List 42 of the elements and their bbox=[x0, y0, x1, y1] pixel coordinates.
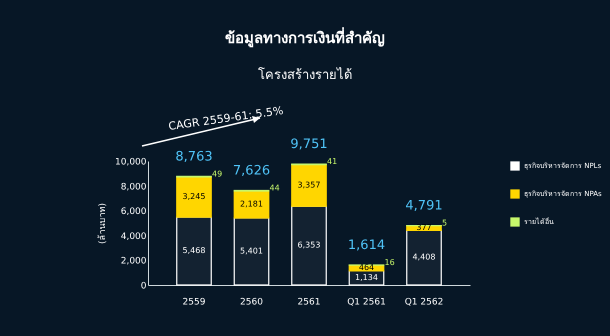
total-label: 9,751 bbox=[290, 137, 328, 152]
y-tick-label: 10,000 bbox=[115, 158, 147, 168]
bar bbox=[406, 230, 442, 286]
data-label: 4,408 bbox=[412, 252, 436, 262]
total-label: 8,763 bbox=[175, 149, 213, 164]
x-tick-label: 2559 bbox=[182, 298, 206, 308]
chart-title: ข้อมูลทางการเงินที่สำคัญ bbox=[224, 26, 386, 50]
data-label: 377 bbox=[416, 223, 432, 232]
y-tick-label: 2,000 bbox=[120, 256, 147, 267]
data-label: 3,357 bbox=[298, 180, 320, 190]
data-label: 49 bbox=[212, 169, 222, 178]
total-label: 4,791 bbox=[405, 198, 443, 214]
data-label: 5 bbox=[442, 218, 448, 228]
data-label: 5,401 bbox=[240, 246, 263, 256]
x-tick-label: Q1 2562 bbox=[404, 298, 444, 308]
bar bbox=[176, 216, 212, 286]
bar bbox=[176, 176, 212, 218]
bar bbox=[291, 206, 327, 286]
data-label: 3,245 bbox=[182, 192, 206, 202]
data-label: 1,134 bbox=[355, 272, 378, 282]
bar bbox=[234, 190, 270, 219]
x-tick-label: 2561 bbox=[298, 298, 320, 308]
y-tick-label: 0 bbox=[140, 282, 147, 292]
total-label: 1,614 bbox=[348, 238, 386, 253]
bar bbox=[234, 217, 270, 286]
chart-subtitle: โครงสร้างรายได้ bbox=[257, 66, 353, 85]
data-label: 16 bbox=[384, 258, 395, 267]
bar bbox=[291, 164, 327, 207]
data-label: 2,181 bbox=[240, 200, 263, 209]
y-axis-title: (ล้านบาท) bbox=[97, 202, 108, 244]
y-tick-label: 8,000 bbox=[120, 182, 147, 192]
data-label: 41 bbox=[327, 157, 338, 166]
total-label: 7,626 bbox=[232, 163, 270, 178]
data-label: 464 bbox=[358, 263, 374, 272]
y-tick-label: 4,000 bbox=[120, 232, 147, 242]
x-tick-label: 2560 bbox=[240, 298, 264, 308]
data-label: 44 bbox=[270, 183, 280, 192]
data-label: 5,468 bbox=[182, 246, 206, 256]
text: CAGR 2559-61: 5.5% bbox=[168, 104, 284, 133]
data-label: 6,353 bbox=[298, 240, 320, 250]
x-tick-label: Q1 2561 bbox=[347, 298, 386, 308]
y-tick-label: 6,000 bbox=[120, 207, 147, 218]
